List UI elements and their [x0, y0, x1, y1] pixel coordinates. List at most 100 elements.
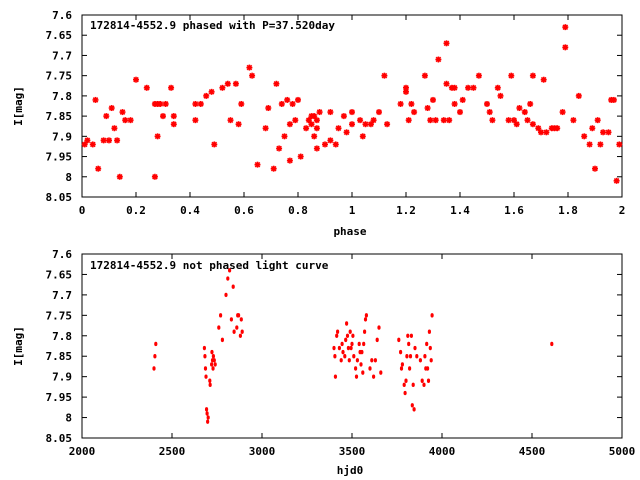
data-point [428, 345, 432, 351]
data-point [84, 137, 91, 144]
data-point [92, 96, 99, 103]
data-point [213, 362, 217, 367]
data-point [162, 100, 169, 107]
data-point [430, 313, 434, 318]
y-tick-label: 7.6 [52, 248, 72, 261]
data-point [440, 117, 447, 124]
data-point [289, 100, 296, 107]
x-tick-label: 3500 [339, 445, 366, 458]
data-point [451, 100, 458, 107]
data-point [446, 117, 453, 124]
data-point [384, 121, 391, 128]
data-point [594, 117, 601, 124]
data-point [335, 125, 342, 132]
data-point [204, 374, 208, 379]
data-point [427, 329, 431, 334]
data-point [430, 96, 436, 103]
data-point [313, 145, 320, 152]
data-point [208, 88, 215, 95]
data-point [254, 161, 261, 168]
data-point [443, 40, 450, 47]
x-axis-title: phase [333, 225, 366, 238]
data-point [420, 378, 424, 383]
data-point [363, 317, 368, 322]
data-point [368, 366, 372, 371]
data-point [405, 354, 409, 359]
data-point [205, 411, 209, 416]
data-point [362, 121, 369, 128]
data-point [610, 96, 617, 103]
data-point [347, 358, 351, 363]
data-point [239, 317, 243, 322]
data-point [424, 105, 431, 112]
data-point [281, 133, 288, 140]
data-point [343, 129, 350, 136]
data-point [597, 141, 604, 148]
data-point [404, 378, 408, 383]
data-point [224, 80, 231, 87]
data-point [211, 354, 215, 359]
y-tick-label: 7.75 [46, 309, 73, 322]
data-point [427, 117, 434, 124]
data-point [122, 117, 129, 124]
data-point [412, 407, 416, 412]
data-point [403, 390, 407, 396]
data-point [231, 284, 235, 289]
data-point [592, 165, 598, 172]
y-tick-label: 7.6 [52, 9, 72, 22]
y-tick-label: 7.75 [46, 70, 73, 83]
data-point [349, 109, 355, 116]
y-tick-label: 7.95 [46, 151, 73, 164]
data-point [521, 109, 528, 116]
data-point [311, 133, 318, 140]
data-point [212, 358, 216, 363]
data-point [219, 313, 223, 318]
data-point [206, 419, 210, 424]
data-point [127, 117, 134, 124]
data-point [426, 366, 430, 371]
data-point [581, 133, 588, 140]
data-point [432, 117, 439, 124]
data-point [376, 109, 382, 116]
data-point [554, 125, 561, 132]
data-point [410, 403, 414, 408]
data-point [220, 337, 224, 343]
data-point [151, 173, 158, 180]
data-point [308, 121, 315, 128]
data-point [443, 80, 450, 87]
data-point [397, 337, 401, 343]
data-point [351, 333, 355, 338]
x-tick-label: 5000 [609, 445, 636, 458]
data-point [206, 415, 210, 420]
data-point [133, 76, 139, 83]
data-point [208, 382, 212, 388]
data-point [421, 72, 428, 79]
data-points [81, 24, 623, 184]
data-point [81, 141, 88, 148]
data-point [154, 133, 161, 140]
data-point [313, 117, 320, 124]
y-tick-labels: 7.6 7.65 7.7 7.75 7.8 7.85 7.9 7.95 8 8.05 [46, 9, 73, 204]
y-tick-label: 7.9 [52, 371, 72, 384]
data-point [276, 145, 283, 152]
y-axis-title: I[mag] [12, 326, 25, 366]
data-point [413, 345, 417, 351]
data-point [202, 345, 206, 351]
data-point [600, 129, 607, 136]
data-point [511, 117, 517, 124]
data-point [399, 366, 404, 371]
data-point [170, 113, 177, 120]
data-point [372, 374, 376, 379]
y-tick-label: 7.85 [46, 110, 73, 123]
data-point [425, 341, 429, 347]
data-point [143, 84, 150, 91]
data-point [341, 349, 345, 355]
tick-marks [81, 14, 623, 198]
data-point [484, 100, 490, 107]
data-point [362, 341, 366, 347]
data-point [360, 349, 364, 355]
data-point [160, 113, 166, 120]
x-tick-label: 2 [619, 204, 626, 217]
x-axis-title: hjd0 [337, 464, 364, 477]
data-point [494, 84, 501, 91]
